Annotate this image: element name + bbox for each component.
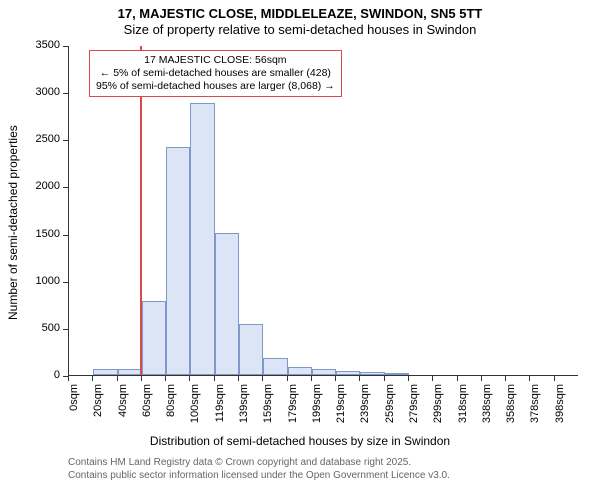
xtick-mark (189, 376, 190, 381)
chart-title-subtitle: Size of property relative to semi-detach… (0, 22, 600, 37)
xtick-mark (481, 376, 482, 381)
xtick-mark (117, 376, 118, 381)
chart-title-address: 17, MAJESTIC CLOSE, MIDDLELEAZE, SWINDON… (0, 6, 600, 21)
ytick-label: 1500 (20, 228, 60, 240)
footer-attribution: Contains HM Land Registry data © Crown c… (68, 456, 450, 482)
xtick-mark (408, 376, 409, 381)
histogram-bar (288, 367, 312, 375)
chart-container: 17, MAJESTIC CLOSE, MIDDLELEAZE, SWINDON… (0, 0, 600, 500)
histogram-bar (312, 369, 336, 375)
x-axis-label: Distribution of semi-detached houses by … (0, 434, 600, 448)
xtick-mark (384, 376, 385, 381)
xtick-mark (529, 376, 530, 381)
ytick-mark (63, 93, 68, 94)
footer-line1: Contains HM Land Registry data © Crown c… (68, 456, 450, 469)
xtick-mark (141, 376, 142, 381)
histogram-bar (360, 372, 384, 375)
ytick-label: 2000 (20, 180, 60, 192)
plot-area: 17 MAJESTIC CLOSE: 56sqm ← 5% of semi-de… (68, 46, 578, 376)
ytick-mark (63, 46, 68, 47)
ytick-mark (63, 329, 68, 330)
ytick-label: 2500 (20, 133, 60, 145)
ytick-label: 1000 (20, 275, 60, 287)
histogram-bar (190, 103, 214, 375)
footer-line2: Contains public sector information licen… (68, 469, 450, 482)
ytick-label: 500 (20, 322, 60, 334)
histogram-bar (118, 369, 142, 375)
ytick-mark (63, 235, 68, 236)
xtick-mark (287, 376, 288, 381)
histogram-bar (239, 324, 263, 375)
y-axis-label: Number of semi-detached properties (6, 125, 20, 320)
xtick-mark (238, 376, 239, 381)
histogram-bar (93, 369, 117, 375)
ytick-label: 3500 (20, 39, 60, 51)
xtick-mark (335, 376, 336, 381)
ytick-mark (63, 187, 68, 188)
annotation-line2: ← 5% of semi-detached houses are smaller… (96, 67, 335, 80)
histogram-bar (336, 371, 360, 375)
ytick-label: 3000 (20, 86, 60, 98)
xtick-mark (359, 376, 360, 381)
ytick-label: 0 (20, 369, 60, 381)
xtick-mark (262, 376, 263, 381)
xtick-mark (68, 376, 69, 381)
annotation-line3: 95% of semi-detached houses are larger (… (96, 80, 335, 93)
ytick-mark (63, 282, 68, 283)
histogram-bar (215, 233, 239, 375)
xtick-mark (92, 376, 93, 381)
histogram-bar (166, 147, 190, 375)
histogram-bar (385, 373, 409, 375)
histogram-bar (263, 358, 287, 375)
annotation-box: 17 MAJESTIC CLOSE: 56sqm ← 5% of semi-de… (89, 50, 342, 97)
xtick-mark (165, 376, 166, 381)
xtick-mark (432, 376, 433, 381)
xtick-mark (505, 376, 506, 381)
ytick-mark (63, 140, 68, 141)
xtick-mark (554, 376, 555, 381)
histogram-bar (142, 301, 166, 375)
xtick-mark (214, 376, 215, 381)
xtick-mark (457, 376, 458, 381)
xtick-mark (311, 376, 312, 381)
annotation-line1: 17 MAJESTIC CLOSE: 56sqm (96, 54, 335, 67)
